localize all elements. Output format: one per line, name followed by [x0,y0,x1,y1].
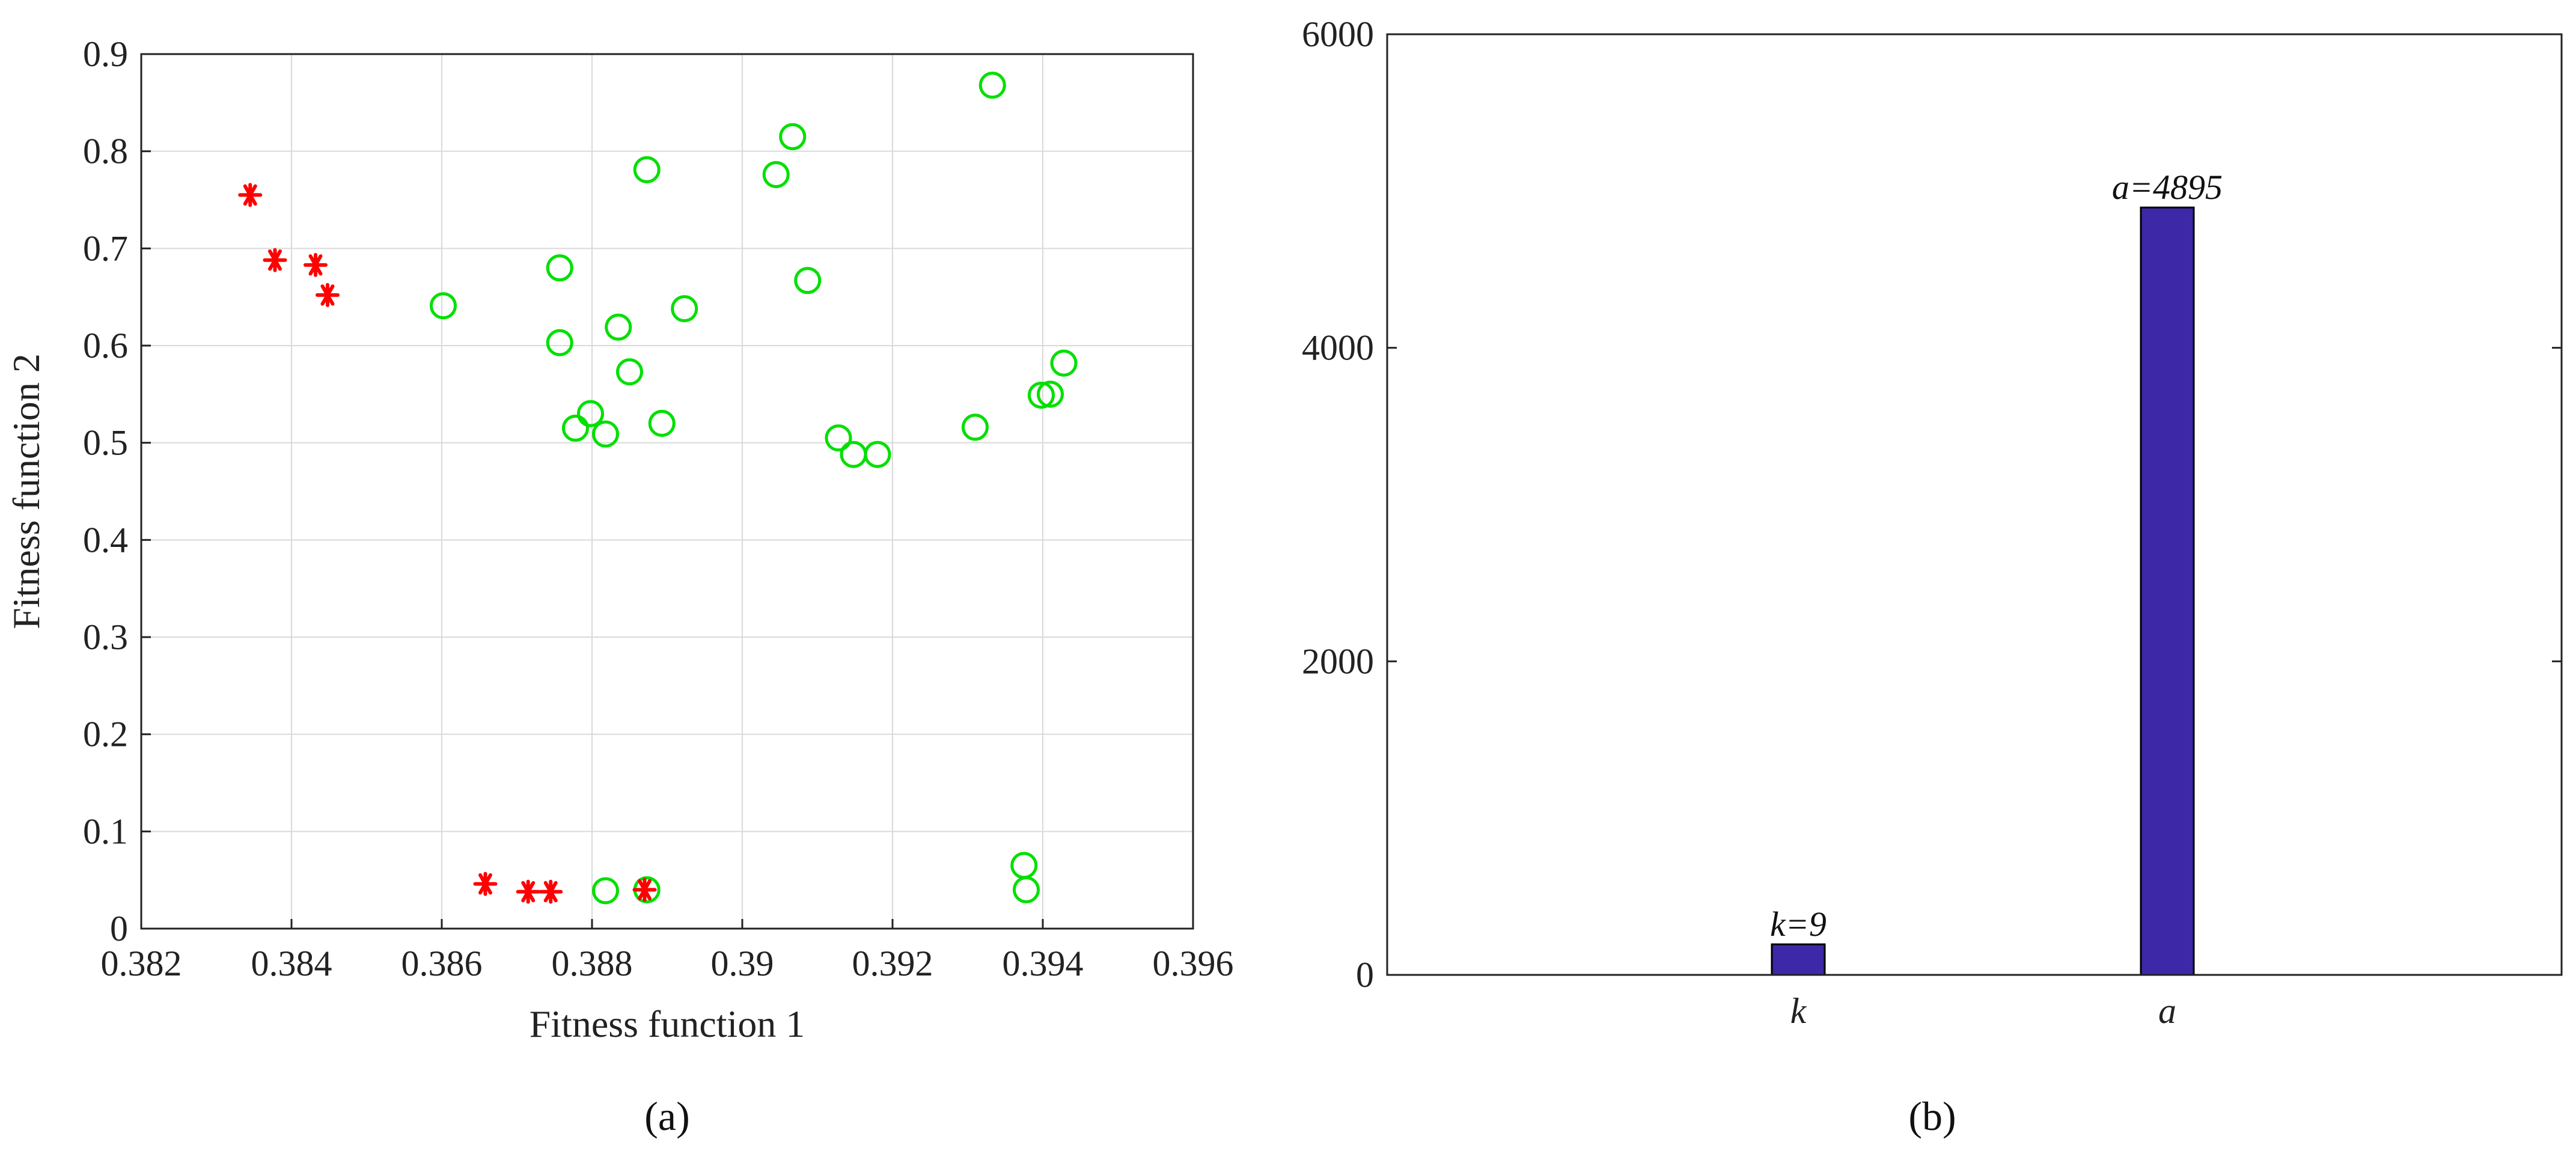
scatter-point-circle [592,420,619,448]
scatter-point-circle [762,160,790,188]
scatter-point-circle [779,123,807,150]
scatter-x-tick-label: 0.384 [251,944,332,983]
scatter-x-tick-label: 0.392 [852,944,933,983]
scatter-point-asterisk [516,879,540,904]
scatter-point-asterisk [263,248,287,272]
scatter-x-tick-label: 0.396 [1153,944,1234,983]
bar-a [2140,206,2195,976]
scatter-point-circle [825,424,852,452]
bar-y-ticks: 0 2000 4000 6000 [1302,14,2562,995]
scatter-point-asterisk [473,872,498,896]
scatter-y-tick-label: 0.6 [83,326,128,365]
scatter-y-ticks: 0 0.1 0.2 0.3 0.4 0.5 0.6 0.7 0.8 0.9 [83,34,151,948]
scatter-y-tick-label: 0.3 [83,617,128,657]
bar-category-label: a [2158,991,2176,1031]
scatter-point-circle [546,329,573,356]
scatter-x-axis-label: Fitness function 1 [530,1003,805,1045]
scatter-point-circle [1010,852,1038,879]
scatter-point-asterisk [632,878,657,902]
scatter-point-circle [840,441,867,468]
bar-series [1771,206,2195,976]
scatter-point-asterisk [316,282,340,307]
bar-data-label: k=9 [1770,905,1827,944]
scatter-point-circle [562,414,589,442]
scatter-point-circle [794,267,822,295]
panel-a-caption: (a) [644,1093,689,1139]
scatter-x-tick-label: 0.39 [711,944,774,983]
scatter-point-circle [648,409,676,437]
scatter-point-circle [605,313,632,341]
scatter-x-tick-label: 0.382 [101,944,182,983]
scatter-point-circle [592,877,619,905]
bar-plot-frame [1386,33,2563,976]
scatter-y-tick-label: 0.1 [83,811,128,851]
bar-data-labels: k=9 a=4895 [1770,168,2223,944]
scatter-point-circle [1037,380,1064,408]
scatter-grid [141,54,1193,929]
scatter-point-circle [616,358,643,386]
bar-y-tick-label: 2000 [1302,641,1374,681]
scatter-y-tick-label: 0.2 [83,715,128,754]
scatter-x-tick-label: 0.386 [401,944,483,983]
bar-category-label: k [1790,991,1807,1031]
scatter-y-tick-label: 0.9 [83,34,128,74]
scatter-y-tick-label: 0.8 [83,132,128,171]
scatter-point-circle [577,400,604,427]
bar-k [1771,943,1826,976]
scatter-point-circle [978,72,1006,99]
panel-b-caption: (b) [1908,1093,1956,1139]
scatter-point-circle [1028,381,1055,409]
scatter-plot-frame [140,53,1194,930]
bar-y-tick-label: 6000 [1302,14,1374,54]
scatter-y-tick-label: 0.4 [83,520,128,560]
scatter-y-tick-label: 0 [110,909,128,948]
scatter-point-asterisk [304,252,328,277]
scatter-point-circle [1050,349,1078,377]
scatter-point-circle [546,254,573,282]
bar-y-tick-label: 0 [1356,955,1374,995]
scatter-x-tick-label: 0.388 [552,944,633,983]
scatter-x-ticks: 0.382 0.384 0.386 0.388 0.39 0.392 0.394 0.396 [101,919,1234,983]
scatter-point-circle [671,295,698,323]
bar-y-tick-label: 4000 [1302,328,1374,368]
scatter-point-circle [864,441,891,468]
scatter-point-circle [633,156,661,183]
scatter-point-circle [962,414,989,441]
scatter-panel: 0.382 0.384 0.386 0.388 0.39 0.392 0.394 0.396 … [5,34,1234,1139]
scatter-point-asterisk [539,879,563,904]
scatter-point-circle [1013,876,1040,903]
scatter-y-tick-label: 0.7 [83,228,128,268]
scatter-y-tick-label: 0.5 [83,423,128,463]
scatter-point-circle [430,292,457,320]
scatter-points [238,72,1078,905]
scatter-x-tick-label: 0.394 [1003,944,1084,983]
scatter-y-axis-label: Fitness function 2 [5,353,47,629]
bar-data-label: a=4895 [2112,168,2223,207]
scatter-point-asterisk [238,183,263,207]
